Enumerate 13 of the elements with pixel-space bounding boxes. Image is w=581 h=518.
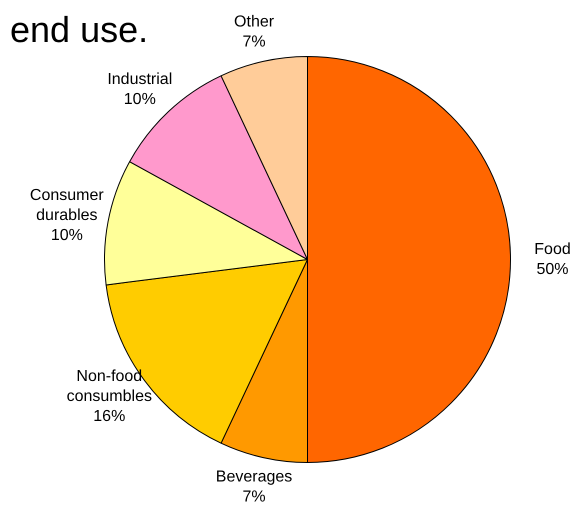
slice-label: Beverages bbox=[216, 468, 292, 486]
data-label: 16% bbox=[93, 408, 126, 425]
data-label: 10% bbox=[124, 91, 156, 108]
slice-label: Consumer durables bbox=[30, 187, 104, 224]
data-label: 50% bbox=[536, 260, 569, 278]
data-label: 7% bbox=[242, 34, 266, 51]
slice-label: Other bbox=[234, 14, 275, 31]
chart-title: end use. bbox=[10, 9, 148, 50]
slice-label: Industrial bbox=[107, 71, 172, 88]
data-label: 7% bbox=[242, 488, 266, 506]
slice-label: Food bbox=[534, 240, 571, 258]
slice-label: Non-food consumbles bbox=[66, 368, 152, 405]
data-label: 10% bbox=[50, 227, 83, 244]
